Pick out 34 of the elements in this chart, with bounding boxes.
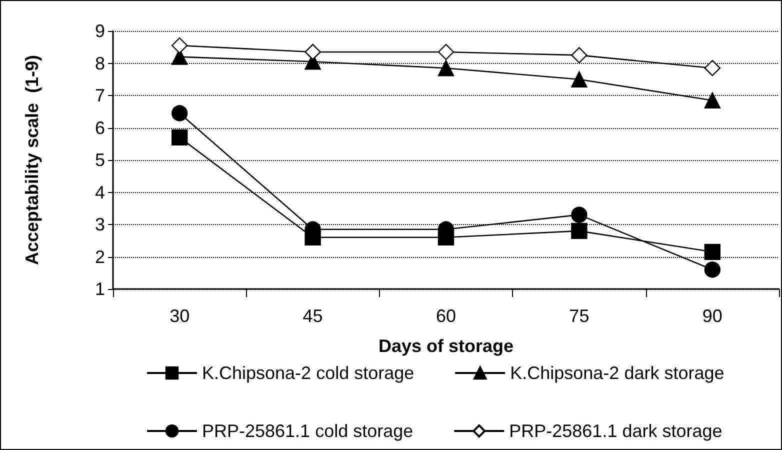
x-tick-label: 75 — [569, 306, 590, 326]
y-tick-label: 4 — [94, 182, 105, 202]
x-tick-label: 60 — [436, 306, 456, 326]
legend-label: PRP-25861.1 cold storage — [202, 421, 414, 441]
point — [172, 129, 188, 146]
y-tick-label: 3 — [94, 214, 105, 234]
point — [704, 60, 720, 76]
y-tick-label: 5 — [94, 150, 105, 170]
y-tick-label: 9 — [94, 21, 105, 41]
y-axis-title: Acceptability scale (1-9) — [22, 54, 42, 266]
legend-label: K.Chipsona-2 dark storage — [510, 363, 724, 383]
x-tick-label: 45 — [302, 306, 323, 326]
legend-label: PRP-25861.1 dark storage — [509, 421, 722, 441]
x-tick-label: 30 — [170, 306, 190, 326]
point — [571, 206, 588, 223]
point — [172, 37, 188, 54]
y-tick-label: 8 — [94, 53, 105, 74]
point — [571, 47, 588, 64]
y-tick-label: 6 — [94, 118, 105, 138]
point — [438, 44, 454, 60]
point — [438, 60, 454, 76]
point — [704, 262, 720, 278]
point — [304, 44, 321, 60]
y-tick-label: 7 — [94, 86, 105, 106]
point — [172, 105, 188, 122]
point — [704, 244, 720, 260]
point — [704, 92, 720, 108]
y-tick-label: 1 — [94, 279, 105, 299]
y-tick-label: 2 — [94, 246, 105, 267]
x-axis-title: Days of storage — [378, 336, 514, 356]
x-tick-label: 90 — [702, 306, 722, 326]
legend-label: K.Chipsona-2 cold storage — [202, 363, 414, 383]
point — [571, 222, 588, 240]
point — [571, 71, 588, 88]
